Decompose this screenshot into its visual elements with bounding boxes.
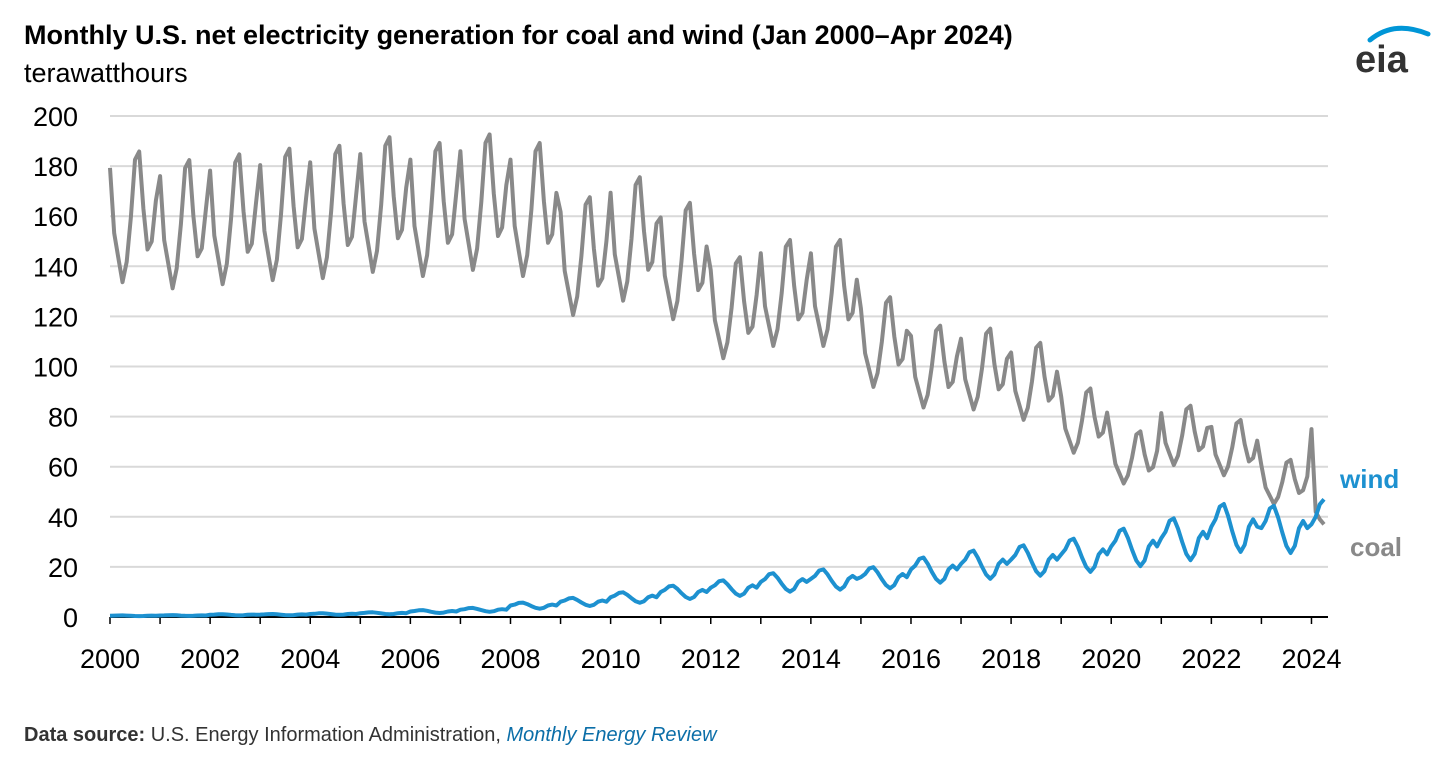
x-tick-label-2018: 2018 xyxy=(981,644,1041,674)
x-axis: 2000 2002 2004 2006 2008 2010 2012 2014 2016 2018… xyxy=(80,616,1342,674)
data-source-label: Data source: xyxy=(24,724,146,746)
x-tick-label-2008: 2008 xyxy=(480,644,540,674)
y-tick-label-0: 0 xyxy=(63,603,78,633)
y-axis-unit: terawatthours xyxy=(24,58,188,88)
y-tick-label-40: 40 xyxy=(48,503,78,533)
y-tick-label-160: 160 xyxy=(33,202,78,232)
y-tick-label-100: 100 xyxy=(33,353,78,383)
data-source-note: Data source: U.S. Energy Information Adm… xyxy=(24,724,717,747)
eia-logo: eia xyxy=(1352,18,1432,82)
x-tick-label-2014: 2014 xyxy=(781,644,841,674)
chart-title: Monthly U.S. net electricity generation … xyxy=(24,20,1013,50)
x-tick-label-2006: 2006 xyxy=(380,644,440,674)
series-labels: coal wind xyxy=(1339,464,1402,562)
coal-series-label: coal xyxy=(1350,532,1402,562)
x-tick-label-2010: 2010 xyxy=(581,644,641,674)
x-tick-label-2000: 2000 xyxy=(80,644,140,674)
data-source-publication: Monthly Energy Review xyxy=(506,724,717,746)
y-tick-label-140: 140 xyxy=(33,252,78,282)
eia-logo-swoosh xyxy=(1367,25,1431,43)
x-tick-label-2004: 2004 xyxy=(280,644,340,674)
eia-logo-text: eia xyxy=(1355,39,1409,81)
y-axis-tick-labels: 0 20 40 60 80 100 120 140 160 180 200 xyxy=(33,102,78,633)
y-tick-label-20: 20 xyxy=(48,553,78,583)
x-tick-label-2020: 2020 xyxy=(1081,644,1141,674)
wind-series-label: wind xyxy=(1339,464,1399,494)
series-lines xyxy=(108,132,1326,619)
y-tick-label-200: 200 xyxy=(33,102,78,132)
y-tick-label-120: 120 xyxy=(33,302,78,332)
gridlines xyxy=(110,115,1328,568)
eia-logo-mark: eia xyxy=(1355,25,1431,81)
y-tick-label-80: 80 xyxy=(48,403,78,433)
data-source-org: U.S. Energy Information Administration, xyxy=(145,724,507,746)
x-tick-label-2022: 2022 xyxy=(1181,644,1241,674)
coal-series-line xyxy=(108,132,1326,526)
y-tick-label-60: 60 xyxy=(48,453,78,483)
x-tick-label-2024: 2024 xyxy=(1281,644,1341,674)
x-tick-label-2012: 2012 xyxy=(681,644,741,674)
y-tick-label-180: 180 xyxy=(33,152,78,182)
x-tick-label-2002: 2002 xyxy=(180,644,240,674)
wind-series-line xyxy=(109,498,1326,619)
x-tick-label-2016: 2016 xyxy=(881,644,941,674)
